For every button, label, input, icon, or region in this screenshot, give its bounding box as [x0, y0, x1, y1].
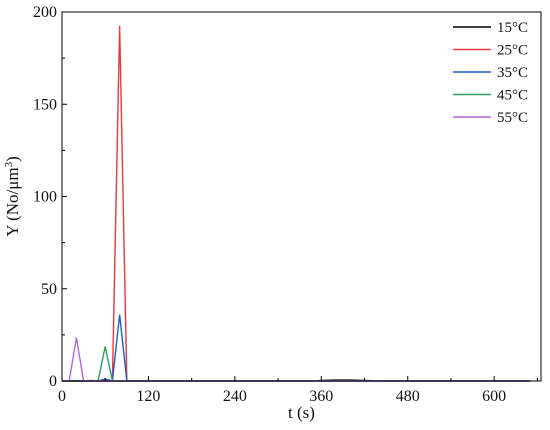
- x-tick-label-2: 240: [223, 388, 247, 405]
- legend-label-0: 15°C: [497, 20, 528, 36]
- series-line-4: [62, 337, 531, 382]
- x-tick-label-4: 480: [396, 388, 420, 405]
- series-layer: [62, 25, 531, 382]
- y-tick-label-4: 200: [33, 4, 57, 21]
- x-tick-label-0: 0: [58, 388, 66, 405]
- legend-label-1: 25°C: [497, 43, 528, 59]
- legend-label-4: 55°C: [497, 110, 528, 126]
- y-tick-label-1: 50: [41, 281, 57, 298]
- legend-label-2: 35°C: [497, 65, 528, 81]
- plot-frame: [61, 11, 542, 382]
- x-tick-label-1: 120: [136, 388, 160, 405]
- y-axis-title: Y (No/μm3): [3, 156, 22, 237]
- y-tick-label-2: 100: [33, 189, 57, 206]
- x-tick-label-5: 600: [482, 388, 506, 405]
- y-axis-title-tail: ): [3, 156, 22, 162]
- y-axis-title-superscript: 3: [3, 161, 15, 167]
- series-line-1: [62, 25, 531, 382]
- y-axis-title-main: Y (No/μm: [3, 167, 22, 236]
- series-line-2: [62, 314, 531, 382]
- ticks-layer: 0 120 240 360 480 600 0 50 100 150 200: [33, 4, 538, 405]
- x-axis-title: t (s): [288, 403, 315, 422]
- y-tick-label-3: 150: [33, 96, 57, 113]
- legend: 15°C 25°C 35°C 45°C 55°C: [453, 20, 528, 126]
- y-tick-label-0: 0: [49, 373, 57, 390]
- series-line-3: [62, 346, 531, 382]
- legend-label-3: 45°C: [497, 88, 528, 104]
- x-tick-label-3: 360: [309, 388, 333, 405]
